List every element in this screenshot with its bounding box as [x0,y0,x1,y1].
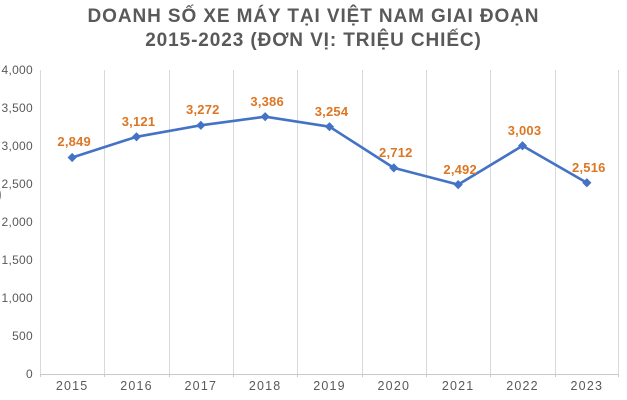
x-axis-tick [297,374,298,377]
data-point-marker [517,141,528,151]
data-point-marker [131,132,142,142]
x-axis-tick [40,374,41,377]
line-series [67,112,592,190]
data-point-marker [453,180,463,190]
data-point-label: 2,516 [572,159,606,175]
y-axis-tick-label: 3,000 [1,139,33,153]
data-point-label: 2,849 [57,134,91,150]
vertical-gridline [169,70,170,374]
vertical-gridline [490,70,491,374]
x-axis-label-2015: 2015 [55,379,89,393]
data-point-marker [582,178,592,188]
x-axis-tick [233,374,234,377]
y-axis-tick-label: 3,500 [1,101,33,115]
x-axis-tick [490,374,491,377]
data-point-marker [67,152,77,163]
vertical-gridline [426,70,427,374]
x-axis-label-2019: 2019 [313,379,346,393]
x-axis-label-2021: 2021 [441,379,475,393]
data-point-marker [196,120,206,130]
data-point-marker [389,163,399,173]
x-axis-tick [169,374,170,377]
y-axis-tick-label: 2,000 [1,215,33,229]
x-axis-tick [618,374,619,377]
y-axis-tick-label: 0 [26,367,33,381]
data-point-marker [324,122,335,132]
x-axis-label-2023: 2023 [570,379,604,393]
y-axis-tick-label: 4,000 [1,63,33,77]
y-axis-tick-label: 2,500 [1,177,33,191]
plot-area [40,70,619,377]
data-point-label: 3,003 [507,122,542,138]
x-axis-tick [362,374,363,377]
vertical-gridline [297,70,298,374]
x-axis-label-2022: 2022 [506,379,539,393]
chart-title-line2: 2015-2023 (ĐƠN VỊ: TRIỆU CHIẾC) [145,30,482,51]
data-point-marker [260,112,270,122]
data-point-label: 2,712 [379,144,413,160]
x-axis-label-2018: 2018 [248,379,282,393]
x-axis-tick [555,374,556,377]
vertical-gridline [618,70,619,374]
data-point-label: 3,386 [250,93,284,109]
vertical-gridline [555,70,556,374]
data-point-label: 3,121 [121,113,156,129]
vertical-gridline [233,70,234,374]
x-axis-label-2020: 2020 [377,379,411,393]
y-axis-tick-label: 500 [12,329,33,343]
vertical-gridline [40,70,41,374]
vertical-gridline [362,70,363,374]
x-axis-label-2017: 2017 [184,379,218,393]
data-point-label: 2,492 [443,161,477,177]
chart-title-line1: DOANH SỐ XE MÁY TẠI VIỆT NAM GIAI ĐOẠN [87,6,540,27]
clipped-edge-glyph: ) [0,186,2,203]
x-axis-label-2016: 2016 [120,379,153,393]
x-axis-tick [426,374,427,377]
x-axis-tick [104,374,105,377]
y-axis-tick-label: 1,000 [1,291,33,305]
y-axis-tick-label: 1,500 [1,253,33,267]
chart-title: DOANH SỐ XE MÁY TẠI VIỆT NAM GIAI ĐOẠN 2… [0,5,627,53]
data-point-label: 3,272 [186,102,220,118]
vertical-gridline [104,70,105,374]
data-point-label: 3,254 [314,103,349,119]
